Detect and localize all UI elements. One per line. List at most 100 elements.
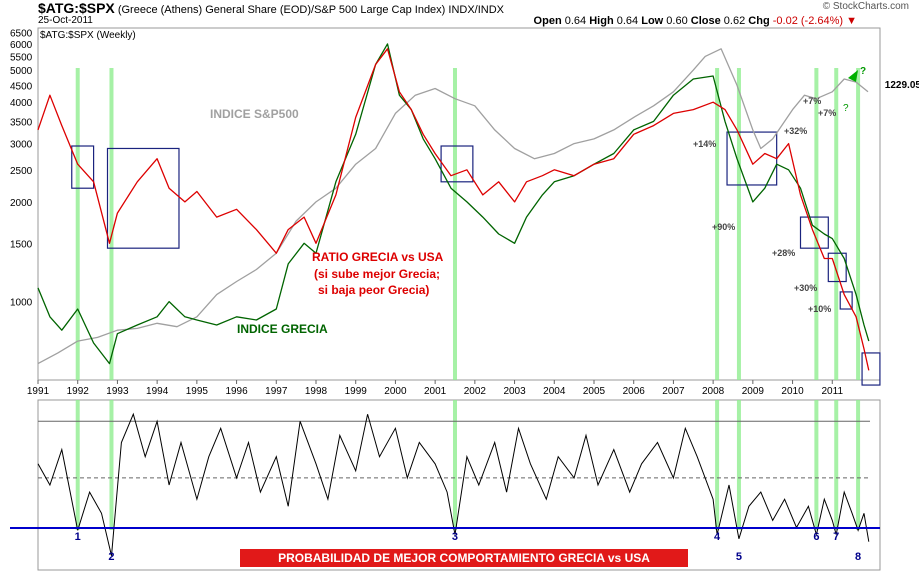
y-tick-label: 4000 — [10, 98, 33, 109]
up-arrow-icon — [848, 70, 858, 82]
last-value-label: 1229.05 — [885, 80, 919, 91]
highlight-box — [71, 145, 95, 189]
chart-date: 25-Oct-2011 — [38, 15, 93, 26]
highlight-band-lower — [834, 400, 839, 530]
y-tick-label: 3000 — [10, 140, 33, 151]
x-tick-label: 2011 — [822, 386, 844, 397]
chart-symbol-ticker: $ATG:$SPX — [38, 0, 115, 16]
highlight-band — [109, 68, 114, 380]
highlight-band — [736, 68, 741, 380]
highlight-band-lower — [109, 400, 114, 530]
annotation-label: +90% — [712, 222, 735, 232]
annotation-label: si baja peor Grecia) — [318, 283, 429, 297]
highlight-band — [75, 68, 80, 380]
y-tick-label: 1500 — [10, 239, 33, 250]
highlight-box — [827, 252, 847, 283]
x-tick-label: 1992 — [67, 386, 90, 397]
y-tick-label: 4500 — [10, 81, 33, 92]
event-marker-label: 6 — [813, 531, 819, 543]
ratio-line — [37, 48, 870, 371]
series-legend: $ATG:$SPX (Weekly) — [40, 30, 136, 41]
chg-label: Chg — [748, 15, 770, 27]
event-marker-label: 7 — [833, 531, 839, 543]
x-tick-label: 1997 — [265, 386, 288, 397]
x-tick-label: 1995 — [186, 386, 209, 397]
highlight-band-lower — [814, 400, 819, 530]
annotation-label: ? — [843, 103, 849, 114]
lower-panel-caption: PROBABILIDAD DE MEJOR COMPORTAMIENTO GRE… — [240, 549, 688, 567]
open-value: 0.64 — [564, 15, 587, 27]
greece-index-line — [37, 43, 870, 365]
highlight-box — [839, 291, 853, 310]
highlight-band — [452, 68, 457, 380]
event-marker-label: 3 — [452, 531, 458, 543]
highlight-box — [726, 131, 778, 186]
down-triangle-icon: ▼ — [846, 15, 857, 27]
x-tick-label: 2002 — [464, 386, 487, 397]
x-tick-label: 2010 — [781, 386, 804, 397]
event-marker-label: 2 — [108, 551, 114, 563]
y-tick-label: 2500 — [10, 166, 33, 177]
chg-value: -0.02 (-2.64%) — [772, 15, 844, 27]
x-tick-label: 1998 — [305, 386, 328, 397]
highlight-band — [856, 68, 861, 380]
x-tick-label: 1991 — [27, 386, 50, 397]
x-tick-label: 1996 — [225, 386, 248, 397]
x-tick-label: 2004 — [543, 386, 566, 397]
x-tick-label: 2009 — [742, 386, 765, 397]
y-tick-label: 5500 — [10, 52, 33, 63]
probability-oscillator-line — [37, 412, 870, 556]
event-marker-label: 8 — [855, 551, 861, 563]
annotation-label: +7% — [803, 96, 821, 106]
annotation-label: +14% — [693, 139, 716, 149]
lower-panel-frame — [37, 399, 881, 571]
x-tick-label: 2007 — [662, 386, 685, 397]
x-tick-label: 1994 — [146, 386, 169, 397]
highlight-band — [834, 68, 839, 380]
highlight-box — [106, 147, 180, 249]
y-tick-label: 5000 — [10, 66, 33, 77]
close-value: 0.62 — [723, 15, 746, 27]
x-tick-label: 2006 — [623, 386, 646, 397]
annotation-label: +10% — [808, 304, 831, 314]
highlight-band-lower — [715, 400, 720, 530]
close-label: Close — [690, 15, 721, 27]
annotation-label: INDICE GRECIA — [237, 322, 328, 336]
y-tick-label: 6500 — [10, 28, 33, 39]
x-tick-label: 2003 — [503, 386, 526, 397]
highlight-band — [814, 68, 819, 380]
x-tick-label: 1993 — [106, 386, 129, 397]
x-tick-label: 2001 — [424, 386, 447, 397]
sp500-index-line — [37, 48, 869, 365]
upper-panel-frame — [37, 27, 881, 381]
annotation-label: INDICE S&P500 — [210, 107, 299, 121]
highlight-band-lower — [452, 400, 457, 530]
y-tick-label: 6000 — [10, 40, 33, 51]
high-label: High — [589, 15, 614, 27]
low-value: 0.60 — [666, 15, 688, 27]
x-tick-label: 2000 — [384, 386, 407, 397]
annotation-label: +28% — [772, 248, 795, 258]
highlight-box — [861, 352, 881, 386]
chart-symbol-description: (Greece (Athens) General Share (EOD)/S&P… — [117, 4, 505, 16]
annotation-label: ? — [860, 66, 866, 77]
highlight-band-lower — [856, 400, 861, 530]
high-value: 0.64 — [616, 15, 639, 27]
annotation-label: +7% — [818, 108, 836, 118]
ohlc-readout: Open 0.64 High 0.64 Low 0.60 Close 0.62 … — [534, 15, 857, 27]
highlight-box — [440, 145, 474, 183]
highlight-box — [799, 216, 829, 249]
brand-label: © StockCharts.com — [822, 1, 909, 12]
annotation-label: +32% — [784, 126, 807, 136]
y-tick-label: 3500 — [10, 117, 33, 128]
highlight-band — [715, 68, 720, 380]
event-marker-label: 1 — [75, 531, 81, 543]
low-label: Low — [641, 15, 664, 27]
x-tick-label: 2008 — [702, 386, 725, 397]
x-tick-label: 1999 — [345, 386, 368, 397]
highlight-band-lower — [75, 400, 80, 530]
chart-symbol: $ATG:$SPX (Greece (Athens) General Share… — [38, 0, 504, 16]
y-tick-label: 2000 — [10, 198, 33, 209]
event-marker-label: 5 — [736, 551, 742, 563]
